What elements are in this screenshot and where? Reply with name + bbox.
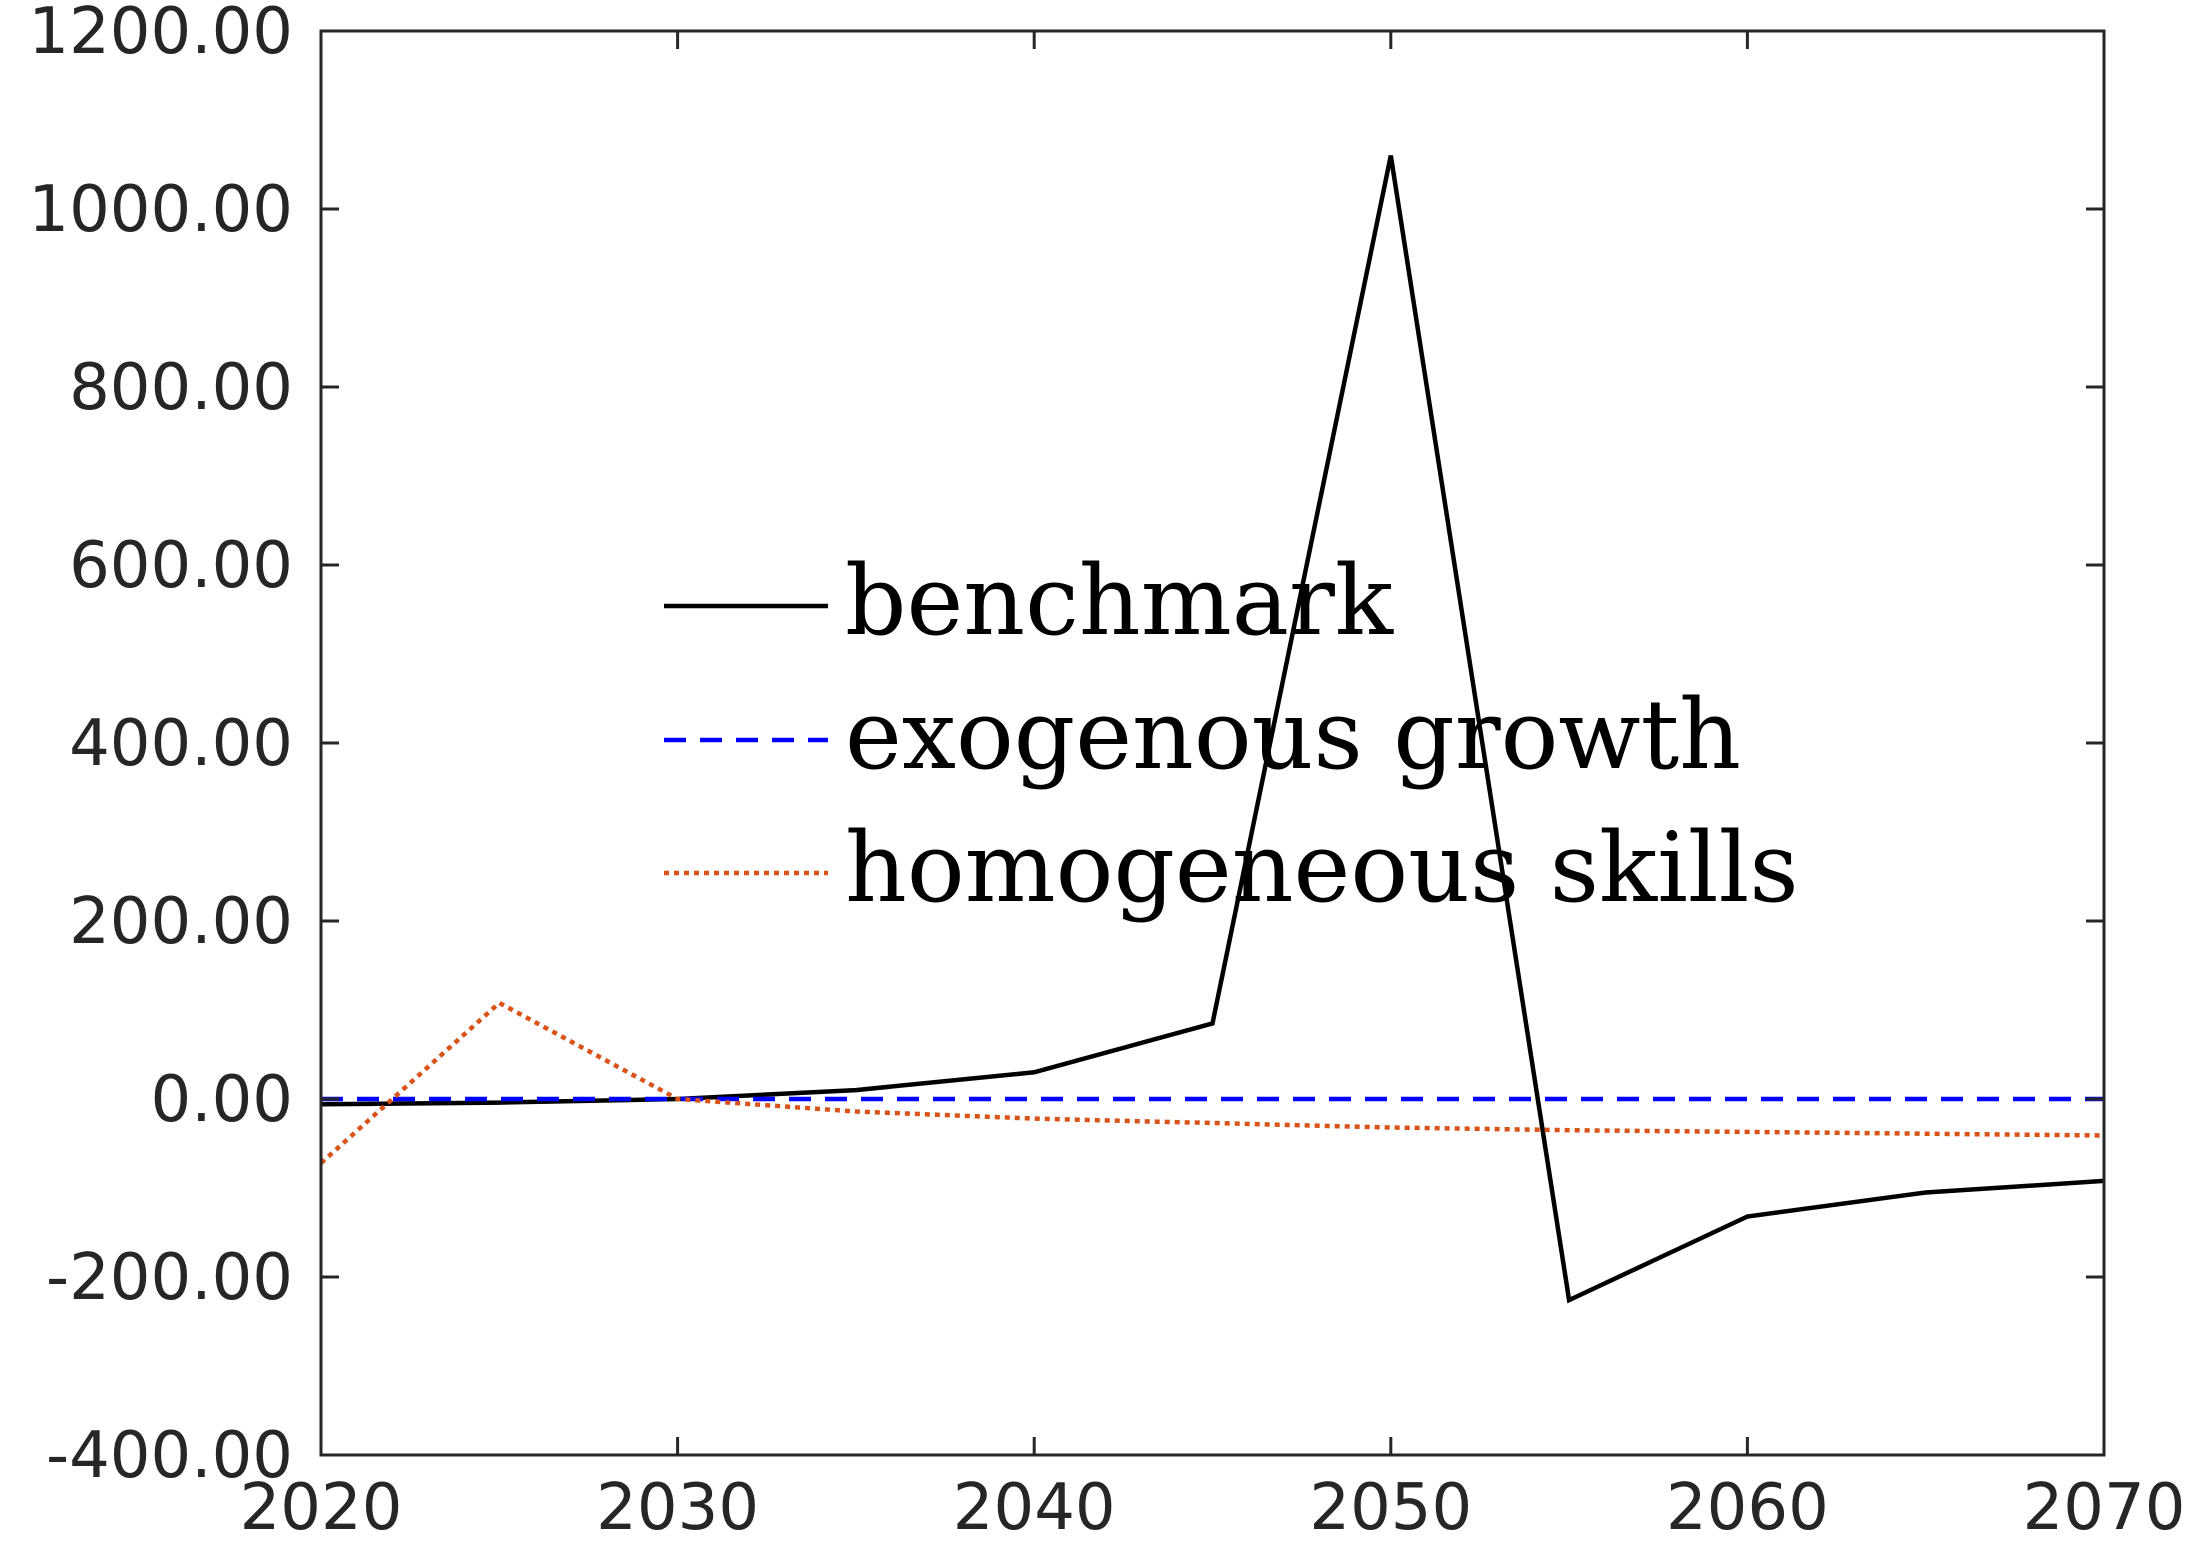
x-tick-label: 2040	[953, 1471, 1116, 1545]
y-tick-label: 800.00	[69, 351, 293, 425]
y-tick-label: 400.00	[69, 707, 293, 781]
x-tick-label: 2050	[1309, 1471, 1472, 1545]
axis-ticks: 2020 2030 2040 2050 2060 2070 -400.00 -200.00 0.…	[28, 0, 2185, 1545]
y-tick-label: 1000.00	[28, 173, 293, 247]
x-tick-label: 2020	[240, 1471, 403, 1545]
y-tick-label: 0.00	[151, 1063, 294, 1137]
legend: benchmark exogenous growth homogeneous ski…	[664, 545, 1799, 924]
x-tick-label: 2030	[596, 1471, 759, 1545]
series-lines	[321, 155, 2104, 1304]
series-line-homogeneous-skills	[321, 1000, 2104, 1165]
y-tick-label: 1200.00	[28, 0, 293, 69]
legend-label: exogenous growth	[845, 679, 1741, 791]
legend-label: benchmark	[845, 545, 1394, 657]
x-tick-label: 2070	[2023, 1471, 2186, 1545]
legend-label: homogeneous skills	[845, 812, 1799, 924]
y-tick-label: -200.00	[46, 1241, 293, 1315]
y-tick-label: 600.00	[69, 529, 293, 603]
y-tick-label: -400.00	[46, 1419, 293, 1493]
x-tick-label: 2060	[1666, 1471, 1829, 1545]
y-tick-label: 200.00	[69, 885, 293, 959]
